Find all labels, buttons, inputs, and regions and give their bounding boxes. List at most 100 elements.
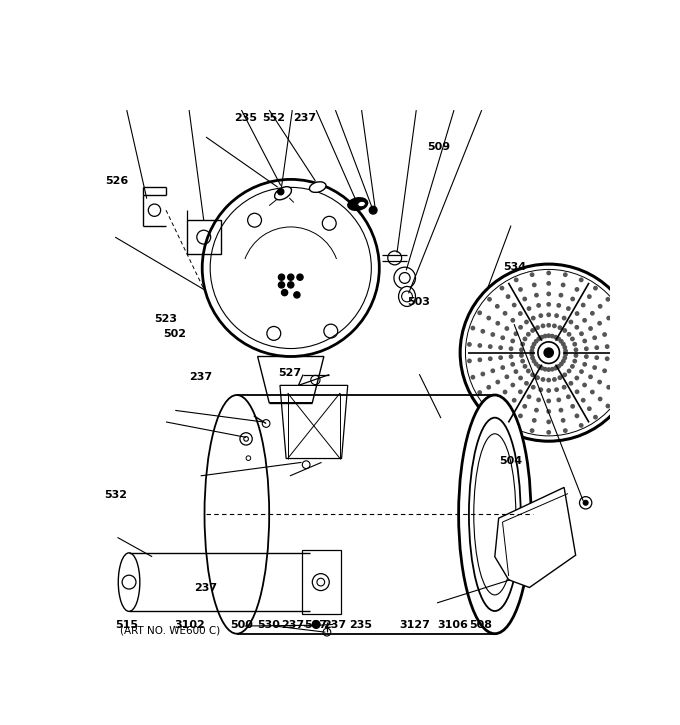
Circle shape bbox=[595, 346, 598, 349]
Text: 526: 526 bbox=[105, 175, 129, 186]
Circle shape bbox=[571, 405, 575, 408]
Circle shape bbox=[523, 297, 526, 301]
Circle shape bbox=[603, 333, 607, 336]
Circle shape bbox=[594, 415, 597, 419]
Circle shape bbox=[616, 358, 619, 362]
Circle shape bbox=[579, 497, 592, 509]
Circle shape bbox=[562, 342, 565, 346]
Circle shape bbox=[581, 399, 585, 402]
Circle shape bbox=[547, 282, 550, 285]
Bar bbox=[303, 550, 341, 615]
Text: 3106: 3106 bbox=[438, 620, 469, 630]
Circle shape bbox=[519, 414, 522, 418]
Circle shape bbox=[580, 332, 583, 336]
Text: 235: 235 bbox=[234, 112, 257, 123]
Circle shape bbox=[297, 274, 303, 281]
Circle shape bbox=[294, 292, 300, 298]
Circle shape bbox=[547, 323, 550, 327]
Circle shape bbox=[554, 336, 558, 339]
Circle shape bbox=[583, 318, 586, 322]
Text: 237: 237 bbox=[293, 112, 316, 123]
Circle shape bbox=[553, 378, 556, 381]
Circle shape bbox=[562, 418, 565, 422]
Circle shape bbox=[507, 407, 510, 410]
Text: 509: 509 bbox=[427, 142, 450, 152]
Circle shape bbox=[531, 356, 534, 360]
Circle shape bbox=[507, 295, 510, 298]
Circle shape bbox=[613, 373, 616, 376]
Circle shape bbox=[563, 356, 566, 360]
Circle shape bbox=[574, 354, 577, 357]
Circle shape bbox=[557, 304, 560, 307]
Circle shape bbox=[563, 373, 566, 376]
Text: (ART NO. WE600 C): (ART NO. WE600 C) bbox=[120, 626, 220, 636]
Circle shape bbox=[616, 344, 619, 347]
Text: 504: 504 bbox=[499, 456, 522, 466]
Circle shape bbox=[573, 342, 577, 346]
Circle shape bbox=[564, 349, 567, 352]
Circle shape bbox=[536, 326, 539, 329]
Circle shape bbox=[575, 414, 579, 418]
Circle shape bbox=[543, 368, 547, 371]
Circle shape bbox=[282, 289, 288, 296]
Text: 527: 527 bbox=[278, 368, 301, 378]
Circle shape bbox=[583, 362, 586, 366]
Circle shape bbox=[540, 336, 543, 339]
Ellipse shape bbox=[118, 553, 140, 611]
Circle shape bbox=[593, 366, 596, 369]
Circle shape bbox=[519, 288, 522, 291]
Circle shape bbox=[521, 360, 524, 362]
Circle shape bbox=[278, 282, 285, 288]
Circle shape bbox=[560, 362, 563, 365]
Circle shape bbox=[559, 294, 562, 297]
Circle shape bbox=[496, 381, 500, 384]
Circle shape bbox=[557, 337, 560, 341]
Circle shape bbox=[531, 346, 534, 349]
Circle shape bbox=[605, 357, 609, 360]
Circle shape bbox=[288, 282, 294, 288]
Circle shape bbox=[544, 348, 554, 357]
Circle shape bbox=[537, 398, 541, 402]
Circle shape bbox=[539, 314, 543, 318]
Circle shape bbox=[534, 408, 538, 412]
Circle shape bbox=[519, 390, 522, 394]
Circle shape bbox=[547, 378, 550, 382]
Circle shape bbox=[626, 343, 630, 346]
Circle shape bbox=[588, 295, 591, 298]
Circle shape bbox=[481, 373, 485, 376]
Polygon shape bbox=[495, 487, 576, 587]
Circle shape bbox=[560, 339, 563, 343]
Circle shape bbox=[566, 307, 570, 310]
Circle shape bbox=[499, 356, 503, 360]
Circle shape bbox=[487, 316, 490, 320]
Circle shape bbox=[547, 399, 550, 402]
Circle shape bbox=[573, 360, 577, 362]
Circle shape bbox=[496, 397, 499, 401]
Circle shape bbox=[537, 304, 541, 307]
Text: 502: 502 bbox=[163, 329, 186, 339]
Circle shape bbox=[583, 339, 586, 343]
Text: 503: 503 bbox=[407, 297, 430, 307]
Circle shape bbox=[551, 334, 554, 338]
Circle shape bbox=[566, 395, 570, 399]
Circle shape bbox=[606, 297, 609, 301]
Circle shape bbox=[562, 386, 566, 389]
Circle shape bbox=[499, 346, 503, 349]
Circle shape bbox=[540, 366, 543, 370]
Circle shape bbox=[564, 352, 567, 356]
Circle shape bbox=[626, 359, 630, 362]
Circle shape bbox=[571, 297, 575, 301]
Circle shape bbox=[541, 324, 545, 328]
Circle shape bbox=[547, 389, 550, 392]
Circle shape bbox=[554, 366, 558, 370]
Circle shape bbox=[623, 376, 626, 379]
Circle shape bbox=[511, 384, 515, 386]
Circle shape bbox=[478, 391, 481, 394]
Circle shape bbox=[369, 207, 377, 214]
Circle shape bbox=[539, 388, 543, 392]
Circle shape bbox=[567, 333, 571, 336]
Circle shape bbox=[500, 286, 504, 290]
Text: 523: 523 bbox=[154, 314, 177, 323]
Text: 3102: 3102 bbox=[174, 620, 205, 630]
Circle shape bbox=[559, 408, 562, 412]
